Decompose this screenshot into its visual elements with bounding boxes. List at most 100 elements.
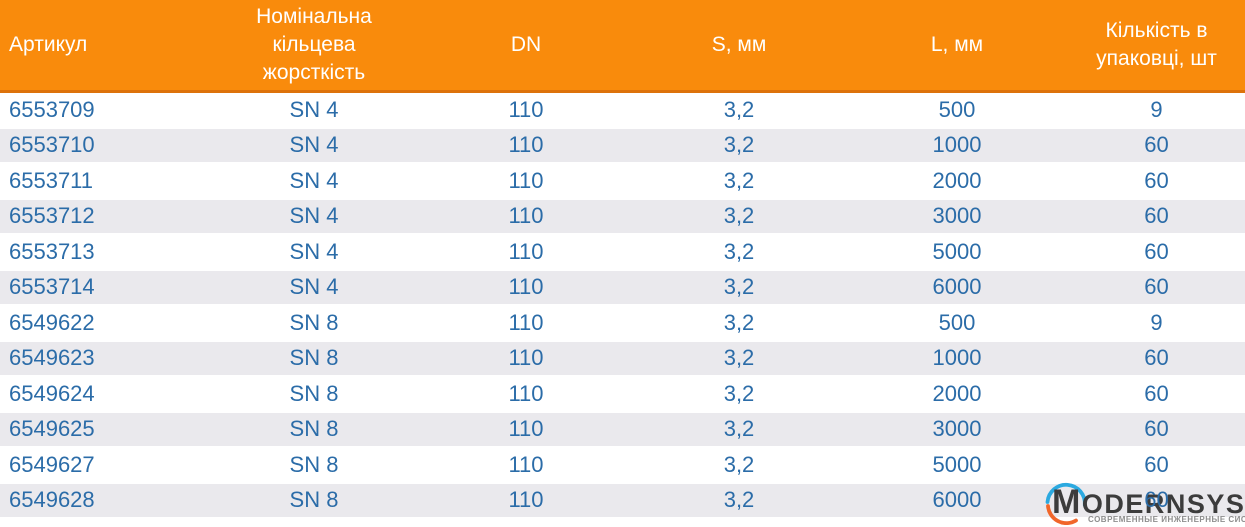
- cell-qty: 60: [1068, 164, 1245, 200]
- cell-qty: 9: [1068, 93, 1245, 129]
- table-header-row: Артикул Номінальна кільцева жорсткість D…: [0, 0, 1245, 93]
- cell-stiffness: SN 8: [208, 448, 420, 484]
- cell-l-mm: 1000: [846, 342, 1068, 377]
- cell-s-mm: 3,2: [632, 484, 846, 519]
- cell-stiffness: SN 4: [208, 93, 420, 129]
- cell-stiffness: SN 4: [208, 235, 420, 271]
- cell-article: 6549627: [0, 448, 208, 484]
- cell-s-mm: 3,2: [632, 129, 846, 164]
- cell-dn: 110: [420, 271, 632, 306]
- cell-l-mm: 6000: [846, 271, 1068, 306]
- cell-l-mm: 5000: [846, 448, 1068, 484]
- cell-s-mm: 3,2: [632, 93, 846, 129]
- cell-s-mm: 3,2: [632, 342, 846, 377]
- cell-qty: 60: [1068, 271, 1245, 306]
- cell-stiffness: SN 4: [208, 164, 420, 200]
- cell-dn: 110: [420, 164, 632, 200]
- cell-qty: 60: [1068, 129, 1245, 164]
- cell-article: 6553709: [0, 93, 208, 129]
- table-row: 6553713 SN 4 110 3,2 5000 60: [0, 235, 1245, 271]
- cell-dn: 110: [420, 93, 632, 129]
- cell-l-mm: 500: [846, 93, 1068, 129]
- cell-l-mm: 6000: [846, 484, 1068, 519]
- cell-qty: 60: [1068, 342, 1245, 377]
- table-body: 6553709 SN 4 110 3,2 500 9 6553710 SN 4 …: [0, 93, 1245, 519]
- cell-l-mm: 3000: [846, 200, 1068, 235]
- cell-article: 6549625: [0, 413, 208, 448]
- header-cell-s-mm: S, мм: [632, 0, 846, 93]
- cell-s-mm: 3,2: [632, 377, 846, 413]
- cell-s-mm: 3,2: [632, 164, 846, 200]
- cell-stiffness: SN 4: [208, 271, 420, 306]
- table-row: 6549625 SN 8 110 3,2 3000 60: [0, 412, 1245, 448]
- cell-dn: 110: [420, 235, 632, 271]
- cell-s-mm: 3,2: [632, 271, 846, 306]
- cell-article: 6549623: [0, 342, 208, 377]
- header-label: S, мм: [711, 33, 767, 57]
- header-cell-dn: DN: [420, 0, 632, 93]
- cell-article: 6553711: [0, 164, 208, 200]
- header-label: DN: [510, 33, 542, 57]
- cell-article: 6553712: [0, 200, 208, 235]
- cell-article: 6549628: [0, 484, 208, 519]
- cell-qty: 60: [1068, 448, 1245, 484]
- cell-dn: 110: [420, 129, 632, 164]
- cell-dn: 110: [420, 448, 632, 484]
- cell-stiffness: SN 8: [208, 484, 420, 519]
- cell-l-mm: 500: [846, 306, 1068, 342]
- cell-dn: 110: [420, 342, 632, 377]
- header-label: Номінальна кільцева жорсткість: [256, 5, 372, 84]
- header-cell-article: Артикул: [0, 0, 208, 93]
- header-cell-qty: Кількість в упаковці, шт: [1068, 0, 1245, 93]
- table-row: 6549627 SN 8 110 3,2 5000 60: [0, 448, 1245, 484]
- logo-brand-text: MODERNSYS: [1052, 483, 1245, 521]
- cell-article: 6553714: [0, 271, 208, 306]
- cell-s-mm: 3,2: [632, 200, 846, 235]
- table-row: 6549623 SN 8 110 3,2 1000 60: [0, 341, 1245, 377]
- cell-article: 6553713: [0, 235, 208, 271]
- cell-l-mm: 2000: [846, 164, 1068, 200]
- cell-stiffness: SN 4: [208, 129, 420, 164]
- cell-qty: 60: [1068, 413, 1245, 448]
- table-row: 6549622 SN 8 110 3,2 500 9: [0, 306, 1245, 342]
- logo-tagline-text: СОВРЕМЕННЫЕ ИНЖЕНЕРНЫЕ СИСТЕМЫ: [1088, 515, 1245, 524]
- cell-dn: 110: [420, 484, 632, 519]
- cell-dn: 110: [420, 413, 632, 448]
- cell-qty: 9: [1068, 306, 1245, 342]
- cell-article: 6549624: [0, 377, 208, 413]
- cell-s-mm: 3,2: [632, 235, 846, 271]
- table-row: 6553714 SN 4 110 3,2 6000 60: [0, 270, 1245, 306]
- cell-qty: 60: [1068, 200, 1245, 235]
- table-row: 6553709 SN 4 110 3,2 500 9: [0, 93, 1245, 129]
- cell-qty: 60: [1068, 484, 1245, 519]
- cell-l-mm: 2000: [846, 377, 1068, 413]
- header-label: Кількість в упаковці, шт: [1096, 19, 1217, 70]
- table-row: 6549628 SN 8 110 3,2 6000 60: [0, 483, 1245, 519]
- cell-stiffness: SN 8: [208, 377, 420, 413]
- cell-stiffness: SN 4: [208, 200, 420, 235]
- header-label: Артикул: [9, 33, 88, 57]
- table-row: 6553710 SN 4 110 3,2 1000 60: [0, 128, 1245, 164]
- header-label: L, мм: [930, 33, 984, 57]
- header-cell-l-mm: L, мм: [846, 0, 1068, 93]
- modernsys-logo: MODERNSYS СОВРЕМЕННЫЕ ИНЖЕНЕРНЫЕ СИСТЕМЫ: [1036, 477, 1245, 527]
- table-row: 6549624 SN 8 110 3,2 2000 60: [0, 377, 1245, 413]
- cell-l-mm: 3000: [846, 413, 1068, 448]
- header-cell-stiffness: Номінальна кільцева жорсткість: [208, 0, 420, 93]
- cell-s-mm: 3,2: [632, 413, 846, 448]
- table-row: 6553711 SN 4 110 3,2 2000 60: [0, 164, 1245, 200]
- cell-article: 6549622: [0, 306, 208, 342]
- cell-l-mm: 1000: [846, 129, 1068, 164]
- cell-article: 6553710: [0, 129, 208, 164]
- cell-qty: 60: [1068, 377, 1245, 413]
- cell-stiffness: SN 8: [208, 413, 420, 448]
- cell-dn: 110: [420, 200, 632, 235]
- cell-qty: 60: [1068, 235, 1245, 271]
- cell-stiffness: SN 8: [208, 342, 420, 377]
- cell-l-mm: 5000: [846, 235, 1068, 271]
- logo-ring-icon: [1045, 482, 1087, 525]
- cell-dn: 110: [420, 377, 632, 413]
- cell-stiffness: SN 8: [208, 306, 420, 342]
- table-row: 6553712 SN 4 110 3,2 3000 60: [0, 199, 1245, 235]
